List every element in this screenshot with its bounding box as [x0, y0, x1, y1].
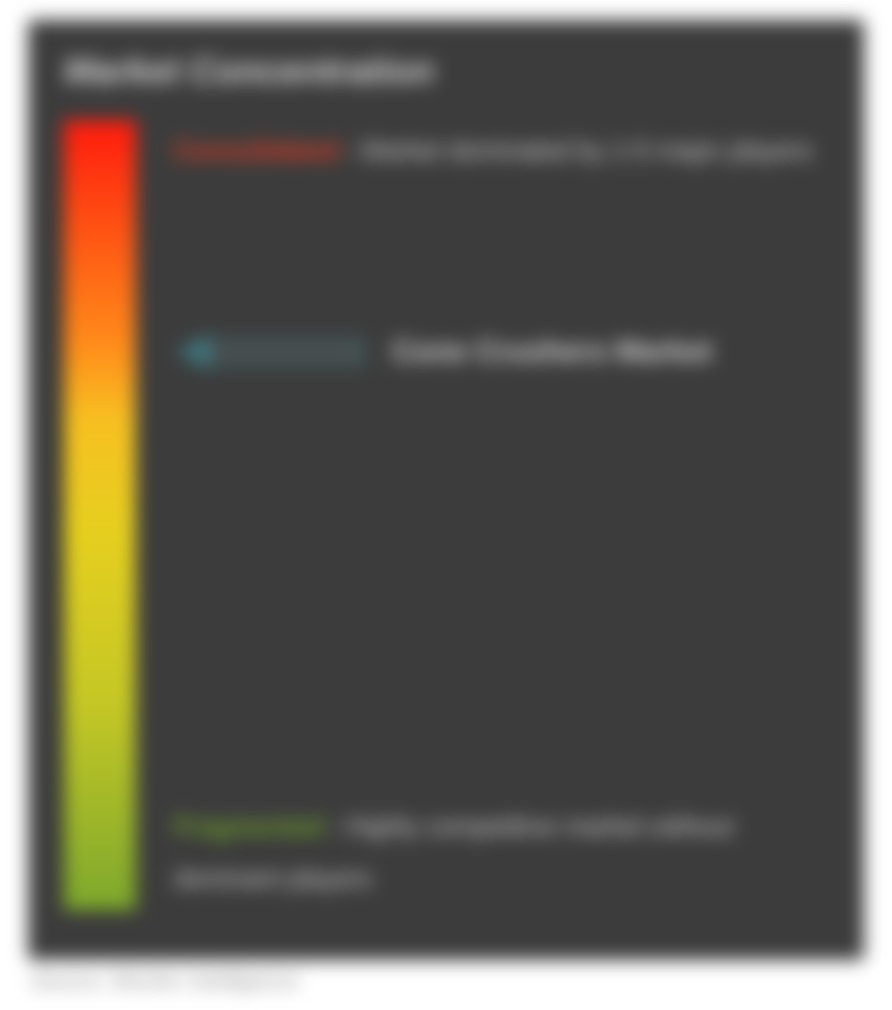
consolidated-lead: Consolidated [174, 135, 339, 165]
concentration-gradient-bar [64, 120, 136, 910]
gradient-svg [64, 120, 136, 910]
source-attribution: Source: Mordor Intelligence [30, 968, 299, 994]
consolidated-rest: - Market dominated by 1-5 major players [346, 135, 813, 165]
fragmented-lead: Fragmented [174, 811, 323, 841]
consolidated-description: Consolidated - Market dominated by 1-5 m… [174, 124, 818, 176]
market-pointer-row: Cone Crushers Market [174, 330, 818, 374]
arrow-left-icon [174, 330, 364, 374]
fragmented-description: Fragmented - Highly competitive market w… [174, 800, 818, 904]
card-content: Consolidated - Market dominated by 1-5 m… [64, 120, 828, 920]
card-title: Market Concentration [64, 50, 828, 92]
market-label: Cone Crushers Market [392, 335, 712, 369]
market-concentration-card: Market Concentration Consolidated - Mark… [28, 20, 864, 960]
